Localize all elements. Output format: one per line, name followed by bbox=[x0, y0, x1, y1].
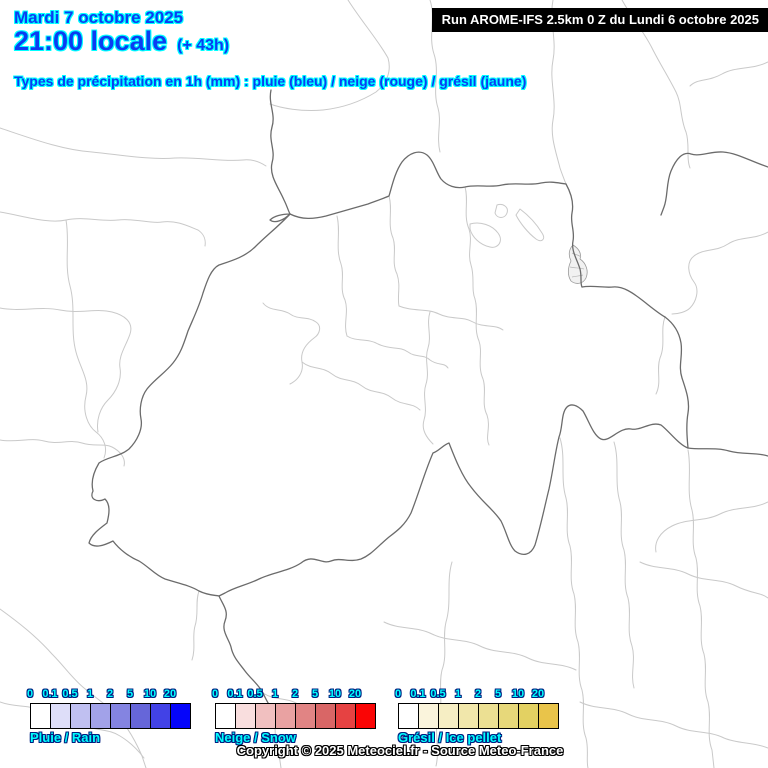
legend-color-cell bbox=[498, 703, 519, 729]
legend-color-cell bbox=[438, 703, 459, 729]
legend-color-cell bbox=[90, 703, 111, 729]
legend-color-cell bbox=[150, 703, 171, 729]
legend-ticks: 0 0.1 0.5 1 2 5 10 20 bbox=[211, 688, 377, 701]
legend-tick: 10 bbox=[328, 688, 342, 700]
legend-color-cell bbox=[315, 703, 336, 729]
legend-tick: 20 bbox=[531, 688, 545, 700]
legend-tick: 5 bbox=[494, 688, 502, 700]
legend-tick: 0 bbox=[26, 688, 34, 700]
legend-tick: 0.1 bbox=[42, 688, 58, 700]
legend-color-cell bbox=[295, 703, 316, 729]
legend-title: Pluie / Rain bbox=[30, 730, 101, 745]
legend-color-cell bbox=[398, 703, 419, 729]
legend-tick: 20 bbox=[163, 688, 177, 700]
date-label: Mardi 7 octobre 2025 bbox=[14, 8, 184, 27]
legend-color-cell bbox=[418, 703, 439, 729]
legend-color-cell bbox=[538, 703, 559, 729]
forecast-offset: (+ 43h) bbox=[177, 37, 230, 54]
legend-tick: 1 bbox=[271, 688, 279, 700]
legend-color-cell bbox=[30, 703, 51, 729]
legend-color-cell bbox=[110, 703, 131, 729]
legend-color-cell bbox=[255, 703, 276, 729]
legend-tick: 10 bbox=[511, 688, 525, 700]
legend-tick: 20 bbox=[348, 688, 362, 700]
time-label: 21:00 locale (+ 43h) bbox=[14, 26, 229, 57]
legend-tick: 1 bbox=[454, 688, 462, 700]
legend-color-cell bbox=[130, 703, 151, 729]
legend-color-cell bbox=[458, 703, 479, 729]
run-info-box: Run AROME-IFS 2.5km 0 Z du Lundi 6 octob… bbox=[431, 8, 768, 32]
legend-color-cell bbox=[70, 703, 91, 729]
legend-tick: 10 bbox=[143, 688, 157, 700]
legend-tick: 0.1 bbox=[227, 688, 243, 700]
copyright-label: Copyright © 2025 Meteociel.fr - Source M… bbox=[236, 743, 564, 758]
legend-tick: 2 bbox=[474, 688, 482, 700]
legend-color-cell bbox=[275, 703, 296, 729]
legend-tick: 5 bbox=[126, 688, 134, 700]
legend-tick: 1 bbox=[86, 688, 94, 700]
legend-color-cell bbox=[355, 703, 376, 729]
legend-title: Neige / Snow bbox=[215, 730, 296, 745]
legend-tick: 2 bbox=[106, 688, 114, 700]
legend-colorbar bbox=[398, 703, 560, 729]
country-borders bbox=[88, 89, 768, 713]
legend-tick: 5 bbox=[311, 688, 319, 700]
legend-title: Grésil / Ice pellet bbox=[398, 730, 502, 745]
legend-tick: 0 bbox=[394, 688, 402, 700]
legend-color-cell bbox=[478, 703, 499, 729]
legend-tick: 0 bbox=[211, 688, 219, 700]
local-time: 21:00 locale bbox=[14, 26, 168, 56]
legend-color-cell bbox=[518, 703, 539, 729]
legend-tick: 0.5 bbox=[62, 688, 78, 700]
legend-tick: 0.5 bbox=[247, 688, 263, 700]
legend-sleet: 0 0.1 0.5 1 2 5 10 20 Grésil / Ice pellet bbox=[394, 688, 560, 745]
legend-color-cell bbox=[170, 703, 191, 729]
legend-color-cell bbox=[235, 703, 256, 729]
run-info-label: Run AROME-IFS 2.5km 0 Z du Lundi 6 octob… bbox=[441, 12, 759, 27]
legend-colorbar bbox=[30, 703, 192, 729]
legend-tick: 2 bbox=[291, 688, 299, 700]
legend-tick: 0.1 bbox=[410, 688, 426, 700]
legend-color-cell bbox=[50, 703, 71, 729]
legend-ticks: 0 0.1 0.5 1 2 5 10 20 bbox=[26, 688, 192, 701]
map-subtitle: Types de précipitation en 1h (mm) : plui… bbox=[14, 73, 527, 89]
legend-ticks: 0 0.1 0.5 1 2 5 10 20 bbox=[394, 688, 560, 701]
legend-colorbar bbox=[215, 703, 377, 729]
legend-rain: 0 0.1 0.5 1 2 5 10 20 Pluie / Rain bbox=[26, 688, 192, 745]
legend-color-cell bbox=[335, 703, 356, 729]
legend-tick: 0.5 bbox=[430, 688, 446, 700]
legend-color-cell bbox=[215, 703, 236, 729]
legend-snow: 0 0.1 0.5 1 2 5 10 20 Neige / Snow bbox=[211, 688, 377, 745]
